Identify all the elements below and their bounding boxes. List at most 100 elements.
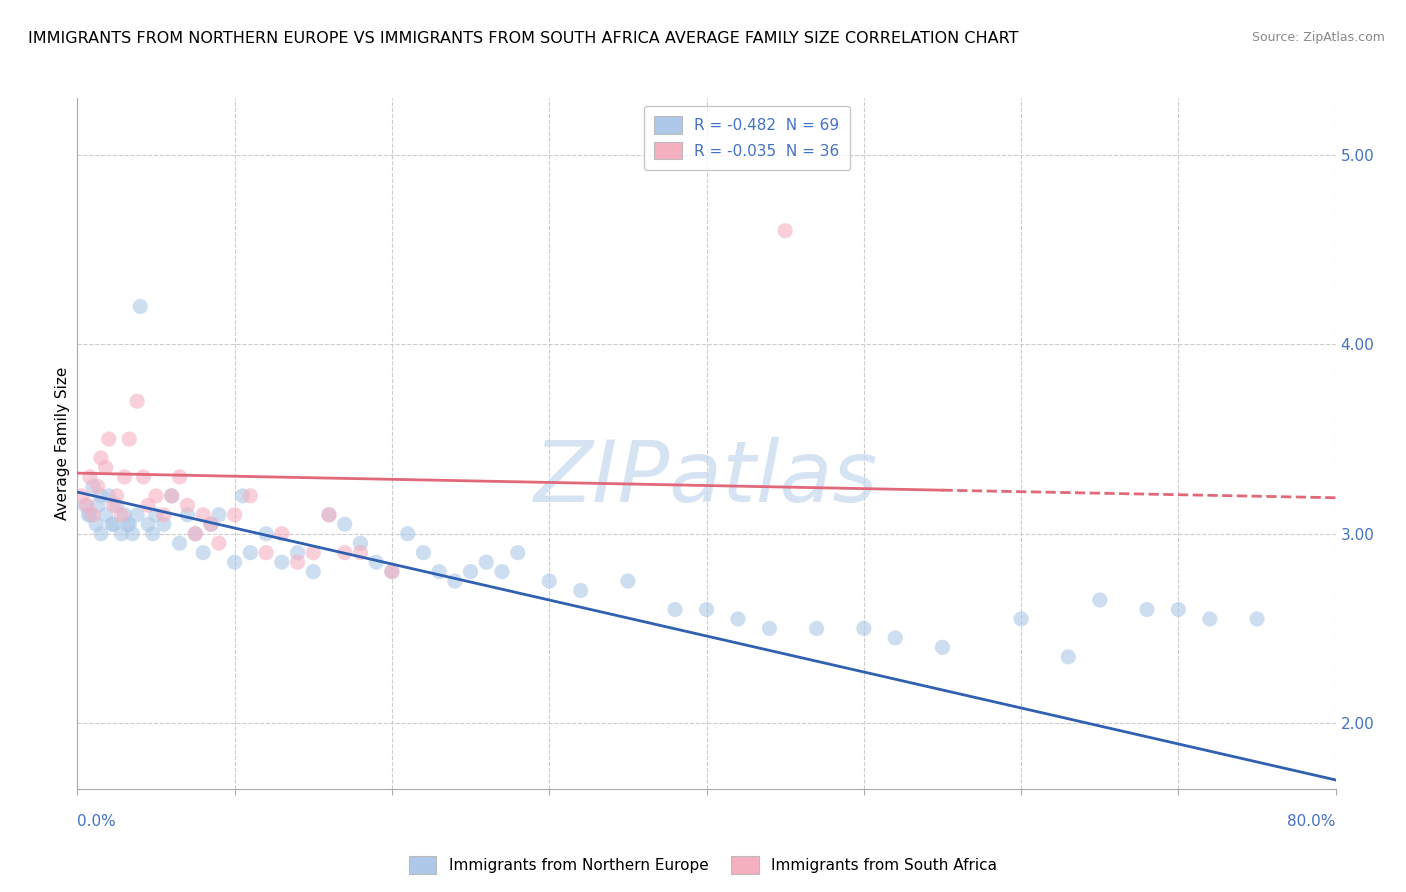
Point: [136, 499, 159, 513]
Point: [114, 508, 136, 522]
Text: IMMIGRANTS FROM NORTHERN EUROPE VS IMMIGRANTS FROM SOUTH AFRICA AVERAGE FAMILY S: IMMIGRANTS FROM NORTHERN EUROPE VS IMMIG…: [28, 31, 1018, 46]
Point: [396, 526, 419, 541]
Text: 80.0%: 80.0%: [1288, 814, 1336, 829]
Point: [84, 517, 107, 532]
Text: 0.0%: 0.0%: [77, 814, 117, 829]
Point: [184, 526, 207, 541]
Point: [79, 508, 101, 522]
Point: [224, 555, 246, 569]
Point: [569, 583, 592, 598]
Point: [118, 432, 141, 446]
Point: [200, 517, 222, 532]
Point: [90, 526, 112, 541]
Y-axis label: Average Family Size: Average Family Size: [55, 368, 70, 520]
Point: [160, 489, 183, 503]
Point: [70, 489, 93, 503]
Point: [333, 546, 356, 560]
Point: [806, 622, 828, 636]
Point: [1088, 593, 1111, 607]
Point: [110, 508, 132, 522]
Point: [153, 517, 176, 532]
Point: [97, 489, 120, 503]
Point: [931, 640, 953, 655]
Point: [302, 565, 325, 579]
Point: [381, 565, 404, 579]
Point: [153, 508, 176, 522]
Point: [127, 508, 149, 522]
Point: [160, 489, 183, 503]
Point: [287, 555, 309, 569]
Point: [427, 565, 450, 579]
Point: [366, 555, 388, 569]
Point: [169, 470, 191, 484]
Point: [82, 508, 104, 522]
Point: [79, 470, 101, 484]
Point: [132, 470, 155, 484]
Point: [191, 508, 215, 522]
Point: [475, 555, 498, 569]
Point: [208, 508, 231, 522]
Legend: Immigrants from Northern Europe, Immigrants from South Africa: Immigrants from Northern Europe, Immigra…: [404, 850, 1002, 880]
Point: [852, 622, 875, 636]
Point: [82, 479, 104, 493]
Point: [121, 526, 143, 541]
Point: [200, 517, 222, 532]
Point: [287, 546, 309, 560]
Point: [176, 508, 198, 522]
Point: [105, 499, 128, 513]
Point: [90, 450, 112, 465]
Point: [491, 565, 513, 579]
Point: [773, 224, 796, 238]
Point: [90, 489, 112, 503]
Point: [239, 489, 262, 503]
Point: [142, 526, 165, 541]
Text: ZIPatlas: ZIPatlas: [534, 437, 879, 520]
Point: [1010, 612, 1032, 626]
Point: [1167, 602, 1189, 616]
Point: [506, 546, 529, 560]
Point: [94, 508, 117, 522]
Point: [129, 300, 152, 314]
Point: [231, 489, 253, 503]
Point: [103, 499, 125, 513]
Point: [169, 536, 191, 550]
Point: [239, 546, 262, 560]
Point: [333, 517, 356, 532]
Point: [101, 517, 124, 532]
Point: [254, 546, 277, 560]
Point: [94, 460, 117, 475]
Point: [1198, 612, 1220, 626]
Point: [77, 508, 100, 522]
Point: [87, 499, 110, 513]
Point: [664, 602, 686, 616]
Point: [318, 508, 340, 522]
Point: [349, 546, 371, 560]
Point: [884, 631, 907, 645]
Point: [254, 526, 277, 541]
Point: [97, 432, 120, 446]
Point: [114, 470, 136, 484]
Point: [76, 499, 98, 513]
Point: [302, 546, 325, 560]
Point: [208, 536, 231, 550]
Point: [176, 499, 198, 513]
Point: [117, 517, 139, 532]
Point: [118, 517, 141, 532]
Point: [444, 574, 467, 588]
Point: [758, 622, 780, 636]
Point: [617, 574, 640, 588]
Point: [103, 517, 125, 532]
Point: [460, 565, 482, 579]
Point: [105, 489, 128, 503]
Point: [349, 536, 371, 550]
Point: [75, 499, 97, 513]
Point: [270, 526, 292, 541]
Point: [127, 394, 149, 409]
Point: [381, 565, 404, 579]
Point: [1136, 602, 1159, 616]
Point: [412, 546, 434, 560]
Point: [270, 555, 292, 569]
Legend: R = -0.482  N = 69, R = -0.035  N = 36: R = -0.482 N = 69, R = -0.035 N = 36: [644, 106, 849, 170]
Point: [727, 612, 749, 626]
Point: [318, 508, 340, 522]
